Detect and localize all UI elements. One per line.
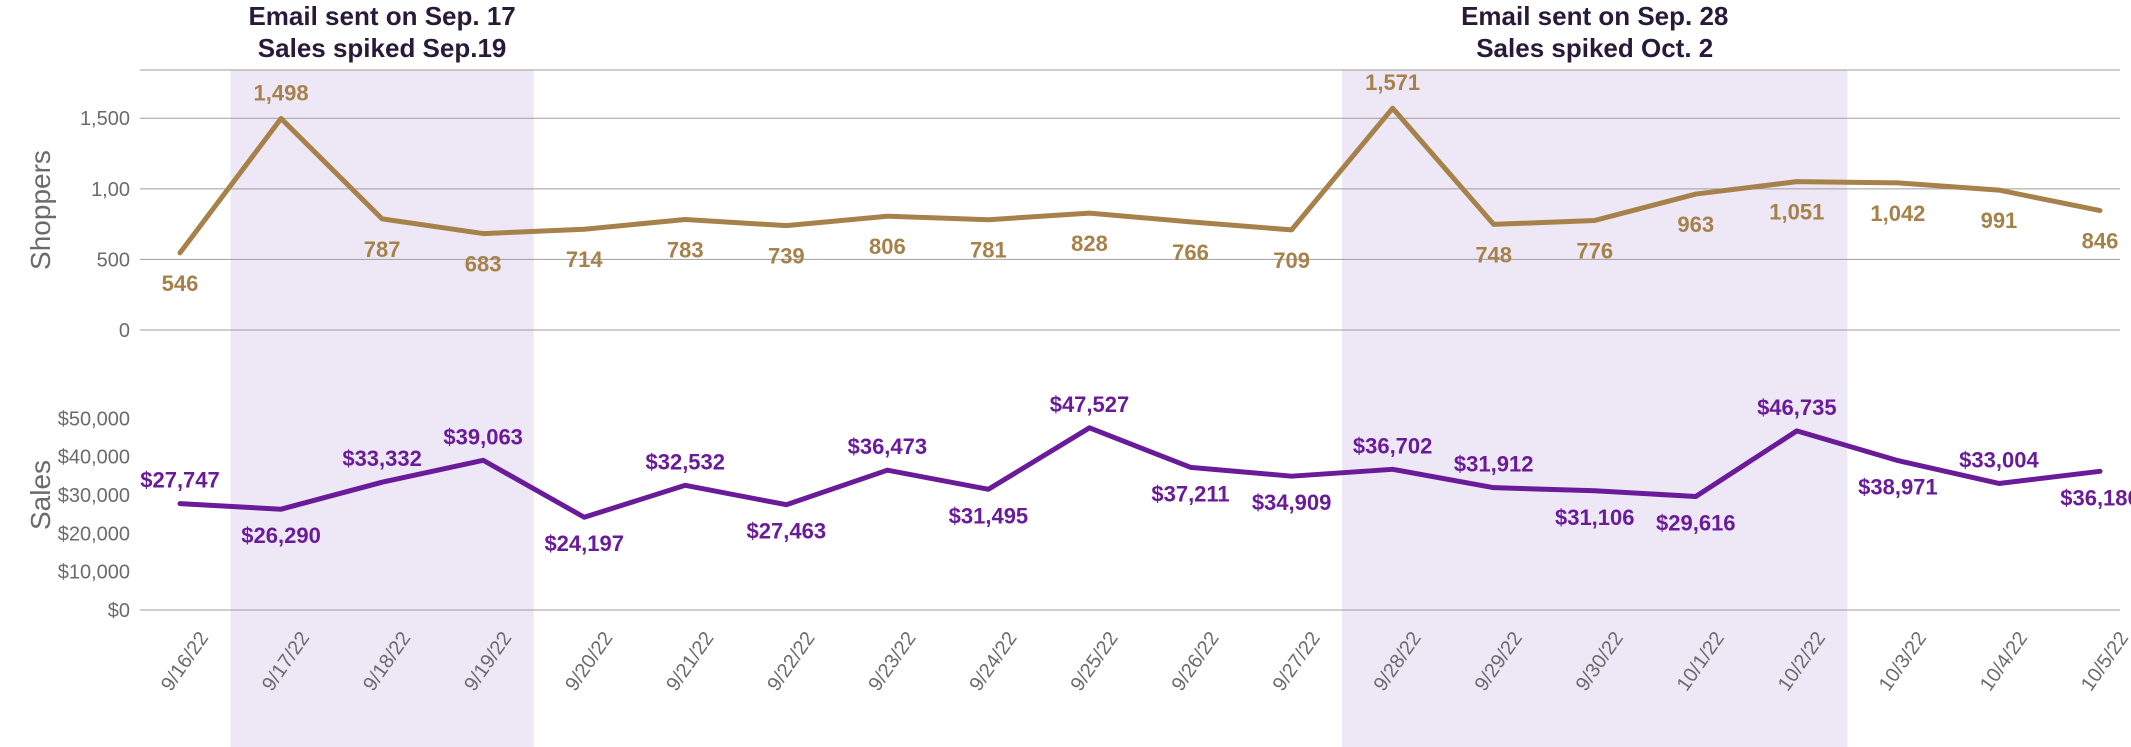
shoppers-ytick: 1,500 (80, 108, 130, 130)
sales-ytick: $30,000 (58, 485, 130, 507)
annotation-text: Sales spiked Sep.19 (258, 33, 507, 63)
shoppers-point-label: 828 (1071, 231, 1108, 256)
sales-point-label: $38,971 (1858, 475, 1938, 500)
sales-ytick: $50,000 (58, 408, 130, 430)
x-tick-label: 9/24/22 (965, 628, 1021, 695)
shoppers-axis-title: Shoppers (25, 150, 56, 270)
sales-point-label: $39,063 (443, 424, 523, 449)
shoppers-point-label: 1,498 (254, 81, 309, 106)
shoppers-point-label: 683 (465, 252, 502, 277)
x-tick-label: 9/25/22 (1066, 628, 1122, 695)
shoppers-point-label: 991 (1981, 208, 2018, 233)
shoppers-point-label: 748 (1475, 242, 1512, 267)
annotation-text: Sales spiked Oct. 2 (1476, 33, 1713, 63)
x-tick-label: 9/21/22 (662, 628, 718, 695)
sales-ytick: $40,000 (58, 447, 130, 469)
x-tick-label: 9/26/22 (1167, 628, 1223, 695)
x-tick-label: 9/23/22 (864, 628, 920, 695)
shoppers-point-label: 846 (2082, 229, 2119, 254)
x-tick-label: 10/4/22 (1976, 628, 2032, 695)
sales-point-label: $24,197 (544, 531, 624, 556)
sales-point-label: $26,290 (241, 523, 321, 548)
annotation-text: Email sent on Sep. 28 (1461, 1, 1728, 31)
sales-point-label: $27,463 (747, 519, 827, 544)
sales-point-label: $33,004 (1959, 447, 2039, 472)
sales-point-label: $36,702 (1353, 433, 1433, 458)
sales-point-label: $46,735 (1757, 395, 1837, 420)
sales-point-label: $36,473 (848, 434, 928, 459)
x-tick-label: 10/5/22 (2077, 628, 2131, 695)
sales-point-label: $32,532 (645, 449, 725, 474)
shoppers-point-label: 1,571 (1365, 70, 1420, 95)
sales-axis-title: Sales (25, 460, 56, 530)
shoppers-ytick: 1,00 (91, 179, 130, 201)
sales-point-label: $29,616 (1656, 510, 1736, 535)
sales-point-label: $27,747 (140, 468, 220, 493)
sales-point-label: $31,912 (1454, 452, 1534, 477)
x-tick-label: 9/16/22 (157, 628, 213, 695)
annotation-text: Email sent on Sep. 17 (248, 1, 515, 31)
sales-point-label: $36,180 (2060, 485, 2131, 510)
sales-ytick: $10,000 (58, 562, 130, 584)
x-tick-label: 10/3/22 (1875, 628, 1931, 695)
shoppers-point-label: 714 (566, 247, 603, 272)
shoppers-point-label: 766 (1172, 240, 1209, 265)
sales-point-label: $47,527 (1050, 392, 1130, 417)
sales-ytick: $0 (108, 600, 130, 622)
sales-point-label: $31,106 (1555, 505, 1635, 530)
shoppers-point-label: 806 (869, 234, 906, 259)
sales-ytick: $20,000 (58, 523, 130, 545)
shoppers-ytick: 500 (97, 249, 130, 271)
shoppers-point-label: 781 (970, 238, 1007, 263)
shoppers-point-label: 1,042 (1870, 201, 1925, 226)
chart-svg: 0 500 1,00 1,500 $0 $10,000 $20,000 $30,000 $40,… (0, 0, 2131, 747)
shoppers-point-label: 787 (364, 237, 401, 262)
shoppers-ytick: 0 (119, 320, 130, 342)
sales-point-label: $31,495 (949, 503, 1029, 528)
dual-line-chart: 0 500 1,00 1,500 $0 $10,000 $20,000 $30,000 $40,… (0, 0, 2131, 747)
shoppers-point-label: 709 (1273, 248, 1310, 273)
x-tick-label: 9/22/22 (763, 628, 819, 695)
shoppers-point-label: 1,051 (1769, 200, 1824, 225)
sales-point-label: $33,332 (342, 446, 422, 471)
shoppers-point-label: 783 (667, 237, 704, 262)
shoppers-point-label: 546 (162, 271, 199, 296)
shoppers-point-label: 963 (1677, 212, 1714, 237)
sales-point-label: $34,909 (1252, 490, 1332, 515)
x-tick-label: 9/27/22 (1269, 628, 1325, 695)
shoppers-point-label: 739 (768, 244, 805, 269)
shoppers-point-label: 776 (1576, 238, 1613, 263)
x-tick-label: 9/20/22 (561, 628, 617, 695)
sales-point-label: $37,211 (1151, 481, 1229, 506)
